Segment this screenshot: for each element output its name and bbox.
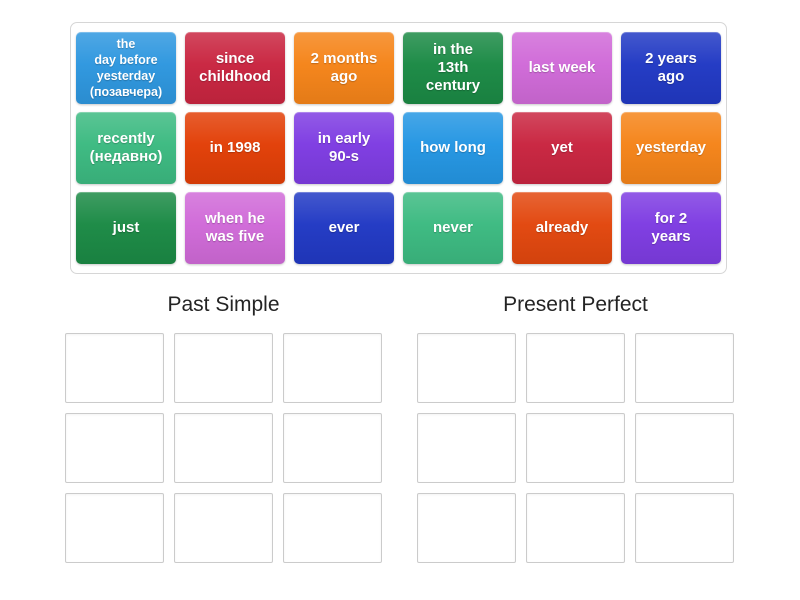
drop-slot[interactable] [417,493,516,563]
group-present-perfect: Present Perfect [417,291,734,563]
drop-slot[interactable] [526,333,625,403]
drop-slot[interactable] [283,333,382,403]
tile-how-long[interactable]: how long [403,112,503,184]
group-title-present-perfect: Present Perfect [503,293,648,316]
tile-yesterday[interactable]: yesterday [621,112,721,184]
drop-slot[interactable] [283,493,382,563]
tile-2-months-ago[interactable]: 2 months ago [294,32,394,104]
drop-slot[interactable] [65,493,164,563]
drop-slot[interactable] [417,413,516,483]
group-past-simple: Past Simple [65,291,382,563]
drop-slot[interactable] [283,413,382,483]
drop-slot[interactable] [526,413,625,483]
slot-grid-past-simple [65,333,382,563]
drop-slot[interactable] [65,413,164,483]
tile-board: the day before yesterday (позавчера) sin… [70,22,727,274]
tile-the-day-before-yesterday[interactable]: the day before yesterday (позавчера) [76,32,176,104]
tile-in-1998[interactable]: in 1998 [185,112,285,184]
drop-slot[interactable] [417,333,516,403]
tile-when-he-was-five[interactable]: when he was five [185,192,285,264]
group-title-past-simple: Past Simple [167,293,280,316]
drop-slot[interactable] [65,333,164,403]
tile-last-week[interactable]: last week [512,32,612,104]
drop-slot[interactable] [174,333,273,403]
tile-since-childhood[interactable]: since childhood [185,32,285,104]
drop-slot[interactable] [174,493,273,563]
tile-in-the-13th-century[interactable]: in the 13th century [403,32,503,104]
slot-grid-present-perfect [417,333,734,563]
tile-already[interactable]: already [512,192,612,264]
drop-slot[interactable] [526,493,625,563]
drop-slot[interactable] [635,413,734,483]
tile-yet[interactable]: yet [512,112,612,184]
tile-recently[interactable]: recently (недавно) [76,112,176,184]
tile-for-2-years[interactable]: for 2 years [621,192,721,264]
tile-2-years-ago[interactable]: 2 years ago [621,32,721,104]
drop-slot[interactable] [174,413,273,483]
tile-just[interactable]: just [76,192,176,264]
drop-slot[interactable] [635,333,734,403]
tile-in-early-90s[interactable]: in early 90-s [294,112,394,184]
tile-ever[interactable]: ever [294,192,394,264]
tile-never[interactable]: never [403,192,503,264]
drop-slot[interactable] [635,493,734,563]
